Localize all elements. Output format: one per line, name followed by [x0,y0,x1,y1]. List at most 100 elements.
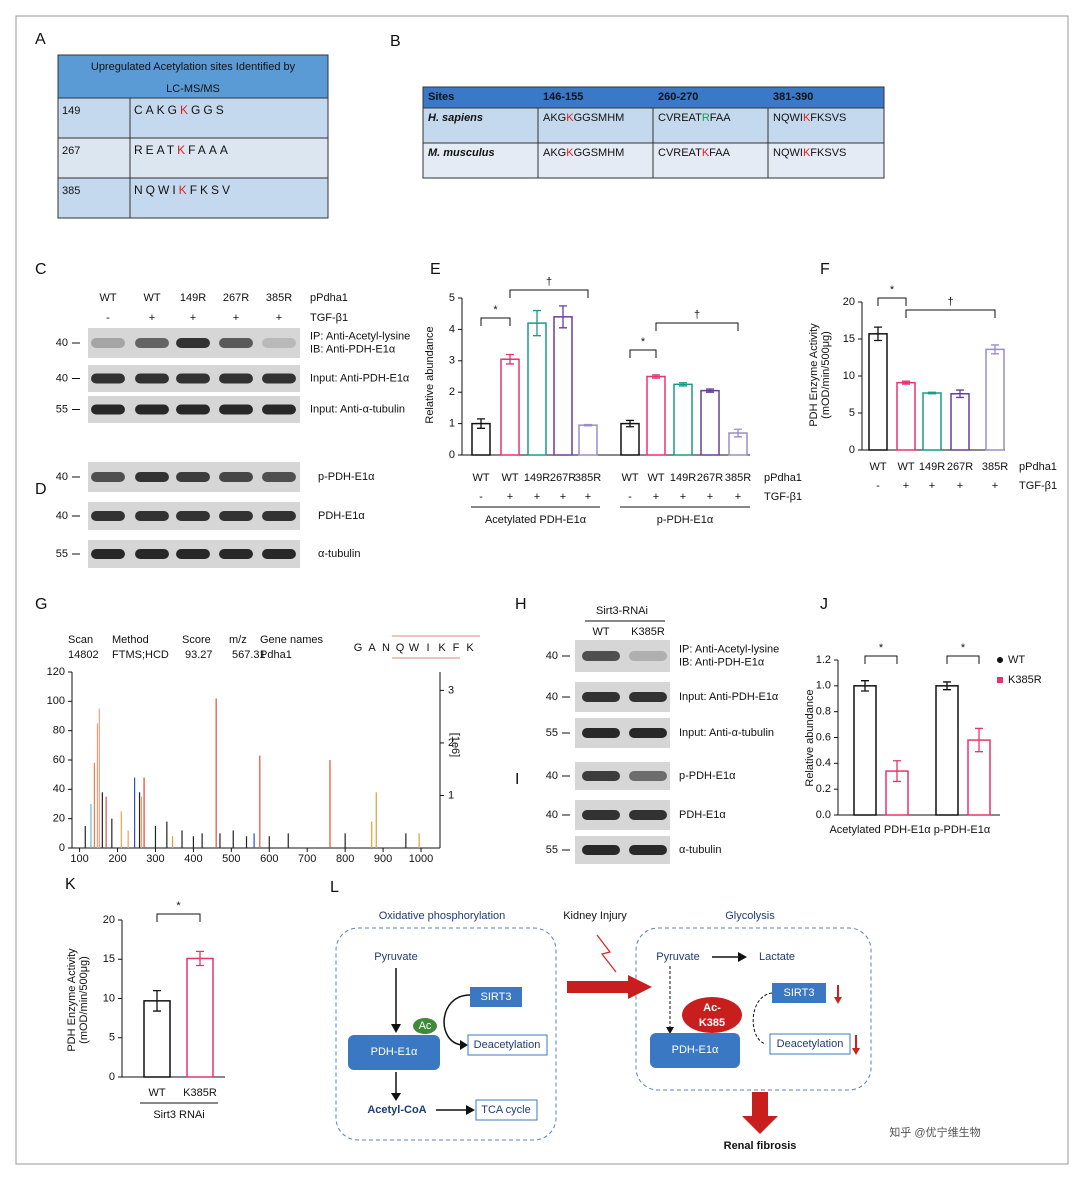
x-tick-label: p-PDH-E1α [934,824,991,836]
band [262,472,296,482]
error-bar [196,950,204,967]
table-header-text: Upregulated Acetylation sites Identified… [91,61,296,73]
significance-mark: * [961,642,966,654]
x-tick-label: WT [621,472,638,484]
lane-label: K385R [631,626,665,638]
bar [935,685,959,816]
x-tick-label: 700 [298,853,316,865]
node-label: K385 [699,1017,725,1029]
residue: GGS [191,103,227,117]
tgf-sign: + [233,312,239,324]
residue: GGSMHM [574,112,625,124]
band [582,810,620,820]
legend-label: WT [1008,654,1025,666]
pdh-box [348,1035,440,1070]
node-label: TCA cycle [481,1104,531,1116]
table-header [57,54,329,99]
band [176,373,210,384]
legend-label: K385R [1008,674,1042,686]
band [176,549,210,559]
y-tick-label: 5 [449,292,455,304]
y-tick-label: 0 [59,842,65,854]
y-tick-label: 0.8 [816,706,831,718]
legend-swatch [997,677,1003,683]
band [629,692,667,702]
panel-letter: D [35,481,47,498]
y-tick-label: 1.0 [816,680,831,692]
y2-tick-label: 3 [448,684,454,696]
error-bar [584,423,592,427]
bar [646,375,666,456]
node-label: PDH-E1α [672,1044,719,1056]
y-tick-label: 10 [103,992,115,1004]
residue: K [179,183,190,197]
band [135,549,169,559]
panel-l-shapes [335,927,872,1141]
residue: K [803,147,811,159]
band [176,472,210,482]
band [582,692,620,702]
sequence-letter: F [453,642,460,654]
header-value: FTMS;HCD [112,649,169,661]
residue: AKG [543,112,566,124]
y-tick-label: 2 [449,386,455,398]
y-tick-label: 0 [109,1071,115,1083]
node-label: Lactate [759,951,795,963]
deacetylation-box [467,1034,548,1056]
y2-axis-label: [1e6] [449,733,461,757]
band [262,404,296,415]
node-label: PDH-E1α [371,1046,418,1058]
sequence-letter: A [368,642,376,654]
blot-label: IB: Anti-PDH-E1α [310,343,396,355]
band [135,338,169,348]
row-label: pPdha1 [310,292,348,304]
residue: FKSVS [810,112,846,124]
lane-label: 385R [266,292,292,304]
sequence: REATKFAAA [134,143,231,157]
sequence: AKGKGGSMHM [543,147,624,159]
y-tick-label: 100 [47,695,65,707]
residue: R [702,112,710,124]
bar [922,392,942,451]
mw-label: 40 [546,650,558,662]
y-axis-label: (mOD/min/500μg) [820,331,832,419]
y-tick-label: 0.4 [816,757,831,769]
error-bar [706,388,714,393]
band [262,338,296,348]
arrow-head [391,1093,401,1101]
header-label: m/z [229,634,247,646]
header-value: 14802 [68,649,99,661]
error-bar [874,326,882,342]
bar [985,348,1005,451]
band [629,651,667,661]
sequence: NQWIKFKSVS [773,147,846,159]
blot-label: PDH-E1α [318,510,365,522]
band [262,549,296,559]
error-bar [943,681,951,691]
significance-mark: † [546,276,552,288]
table-header [422,86,885,109]
node-label: Renal fibrosis [724,1140,797,1152]
significance-mark: * [879,642,884,654]
table-row [57,137,329,179]
band [262,373,296,384]
x-tick-label: 200 [108,853,126,865]
x-tick-label: Acetylated PDH-E1α [829,824,931,836]
band [91,549,125,559]
error-bar [928,391,936,395]
band [219,373,253,384]
diagram-title: Glycolysis [725,910,775,922]
error-bar [559,305,567,329]
panel-letter: G [35,596,47,613]
significance-mark: † [694,309,700,321]
sequence-letter: I [426,642,429,654]
bar [853,685,877,816]
lane-label: WT [99,292,116,304]
row-label: TGF-β1 [1019,480,1057,492]
table-header-text: 260-270 [658,91,698,103]
blot-label: Input: Anti-PDH-E1α [679,691,779,703]
tgf-sign: + [735,491,741,503]
error-bar [679,382,687,387]
tgf-sign: - [628,491,632,503]
